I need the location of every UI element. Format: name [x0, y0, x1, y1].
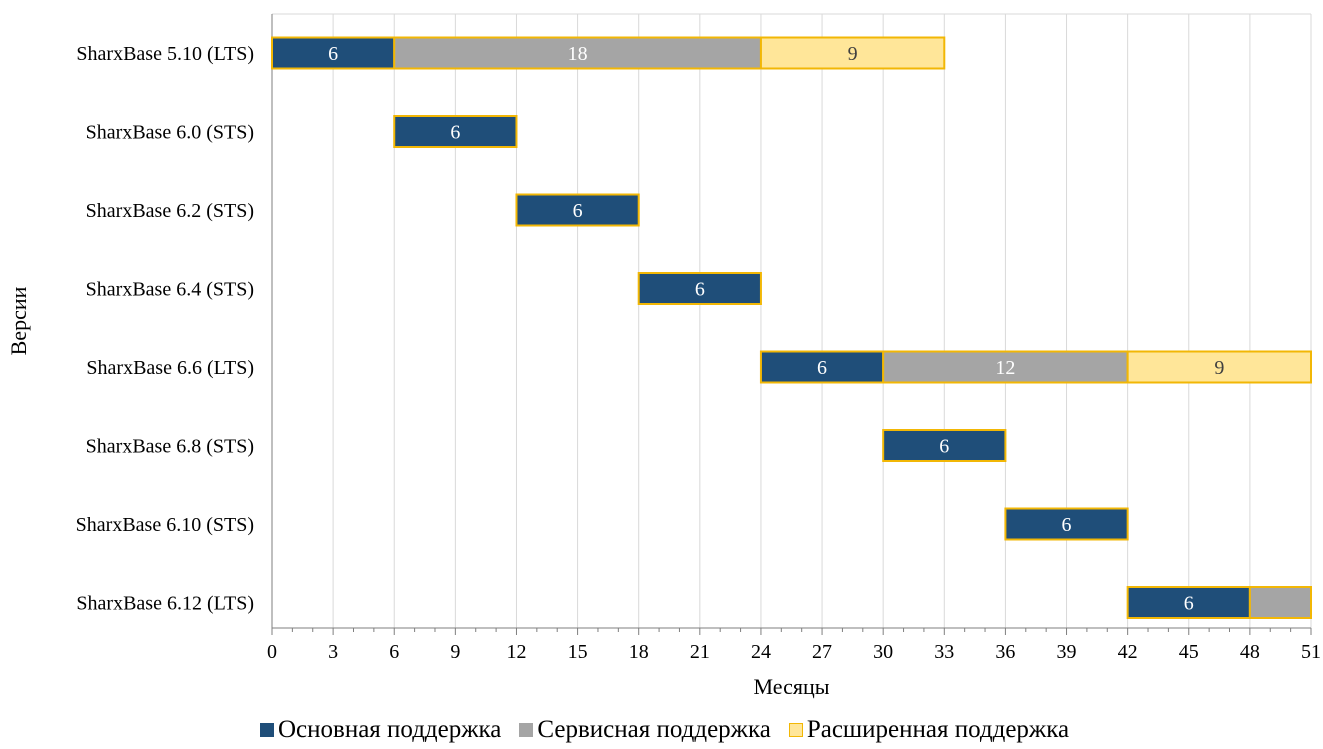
legend-label: Сервисная поддержка — [537, 716, 771, 743]
y-category-label: SharxBase 5.10 (LTS) — [76, 43, 254, 65]
bar-data-label: 6 — [695, 279, 705, 301]
bar-segment — [1248, 586, 1312, 619]
legend-item: Сервисная поддержка — [519, 716, 771, 744]
x-tick-label: 36 — [995, 641, 1015, 663]
bar-data-label: 18 — [568, 43, 588, 65]
legend-swatch — [519, 723, 534, 737]
x-tick-label: 0 — [267, 641, 277, 663]
legend-swatch — [788, 723, 803, 737]
x-axis-label: Месяцы — [753, 674, 829, 699]
y-category-label: SharxBase 6.12 (LTS) — [76, 593, 254, 615]
bar-data-label: 6 — [1062, 514, 1072, 536]
bar-data-label: 6 — [573, 200, 583, 222]
bar-data-label: 9 — [848, 43, 858, 65]
bar-segment — [637, 272, 762, 305]
bar-segment — [759, 350, 885, 384]
y-category-label: SharxBase 6.10 (STS) — [76, 514, 254, 536]
x-tick-label: 51 — [1301, 641, 1321, 663]
x-tick-label: 12 — [506, 641, 526, 663]
bar-data-label: 12 — [995, 357, 1015, 379]
bar-segment — [882, 350, 1129, 384]
bar-data-label: 9 — [1214, 357, 1224, 379]
bar-segment — [393, 36, 762, 70]
x-tick-label: 3 — [328, 641, 338, 663]
bar-segment — [515, 193, 640, 227]
x-tick-label: 6 — [389, 641, 399, 663]
bar-data-label: 6 — [1184, 593, 1194, 615]
legend-label: Расширенная поддержка — [806, 716, 1070, 743]
x-tick-label: 24 — [751, 641, 771, 663]
x-tick-label: 42 — [1118, 641, 1138, 663]
x-tick-label: 18 — [629, 641, 649, 663]
bar-segment — [882, 429, 1007, 462]
y-category-label: SharxBase 6.8 (STS) — [86, 436, 254, 458]
x-tick-label: 45 — [1179, 641, 1199, 663]
bar-data-label: 6 — [450, 122, 460, 144]
bar-data-label: 6 — [817, 357, 827, 379]
bar-data-label: 6 — [328, 43, 338, 65]
x-tick-label: 9 — [450, 641, 460, 663]
legend-item: Основная поддержка — [260, 716, 501, 744]
x-tick-label: 15 — [568, 641, 588, 663]
bar-segment — [393, 115, 518, 148]
y-category-label: SharxBase 6.0 (STS) — [86, 122, 254, 144]
y-category-label: SharxBase 6.2 (STS) — [86, 200, 254, 222]
bar-segment — [1126, 350, 1313, 384]
x-tick-label: 27 — [812, 641, 832, 663]
bar-data-label: 6 — [939, 436, 949, 458]
x-tick-label: 33 — [934, 641, 954, 663]
chart-legend: Основная поддержка Сервисная поддержка Рас… — [260, 714, 1320, 746]
x-tick-label: 30 — [873, 641, 893, 663]
legend-swatch — [260, 723, 274, 737]
y-axis-label: Версии — [6, 286, 31, 355]
bar-segment — [271, 36, 396, 70]
support-timeline-chart: 0 3 6 9 12 15 18 21 24 27 30 33 36 39 42 45 48 51МесяцыВе… — [6, 13, 1321, 699]
legend-item: Расширенная поддержка — [788, 716, 1070, 744]
y-category-label: SharxBase 6.6 (LTS) — [86, 357, 254, 379]
x-tick-label: 21 — [690, 641, 710, 663]
bar-segment — [759, 36, 946, 70]
x-tick-label: 39 — [1057, 641, 1077, 663]
legend-label: Основная поддержка — [278, 716, 502, 743]
bar-segment — [1004, 507, 1129, 541]
y-category-label: SharxBase 6.4 (STS) — [86, 279, 254, 301]
x-tick-label: 48 — [1240, 641, 1260, 663]
